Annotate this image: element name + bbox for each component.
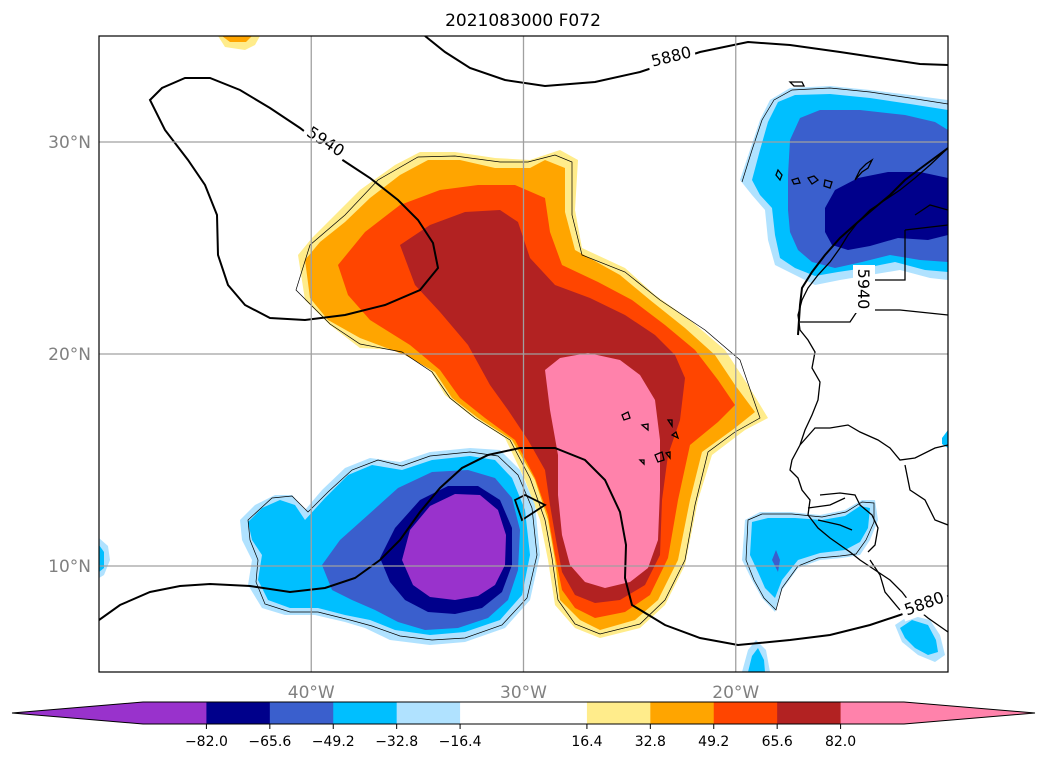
contour-5880-south	[99, 447, 948, 647]
colorbar-extend-under	[12, 702, 143, 724]
lon-tick-label: 20°W	[712, 683, 759, 703]
axis-ticks: 40°W 30°W 20°W 30°N 20°N 10°N	[48, 133, 759, 703]
cape-verde-islands	[621, 411, 680, 466]
fill-level-neg33	[942, 430, 948, 448]
map-frame	[98, 35, 949, 673]
colorbar-tick-label: 82.0	[825, 734, 856, 750]
colorbar-segment	[143, 702, 207, 724]
lat-tick-label: 10°N	[48, 557, 91, 577]
colorbar-segment	[206, 702, 271, 724]
colorbar-tick-label: −65.6	[248, 734, 291, 750]
fill-level-neg33	[900, 620, 938, 655]
colorbar-segment	[269, 702, 334, 724]
contour-outline	[745, 501, 875, 611]
map-content: 5880 5940 5940 5880	[99, 36, 948, 672]
colorbar-tick-label: 16.4	[571, 734, 602, 750]
fill-level-neg66	[825, 172, 948, 250]
colorbar-segment	[777, 702, 842, 724]
fill-level-neg33	[99, 545, 104, 572]
fill-level-neg82	[402, 494, 506, 600]
colorbar-tick-label: 49.2	[698, 734, 729, 750]
fill-level-neg33	[748, 648, 765, 672]
africa-coastline	[789, 147, 948, 633]
colorbar-tick-label: −49.2	[312, 734, 355, 750]
lon-tick-label: 40°W	[288, 683, 335, 703]
lat-tick-label: 20°N	[48, 345, 91, 365]
colorbar-tick-label: 32.8	[635, 734, 666, 750]
contour-5940-small	[513, 493, 547, 522]
lat-tick-label: 30°N	[48, 133, 91, 153]
colorbar-segment	[460, 702, 588, 724]
fill-level-33	[222, 36, 252, 42]
colorbar-segment	[396, 702, 461, 724]
colorbar-extend-over	[904, 702, 1035, 724]
contour-label-bg	[645, 39, 697, 73]
positive-anomaly-region	[218, 36, 768, 638]
fill-level-82	[545, 353, 660, 588]
contour-label-5940-east: 5940	[854, 269, 873, 310]
colorbar-outline	[11, 701, 1036, 725]
lon-tick-label: 30°W	[500, 683, 547, 703]
colorbar-tick-label: −82.0	[185, 734, 228, 750]
colorbar-tick-label: 65.6	[762, 734, 793, 750]
chart-title: 2021083000 F072	[445, 11, 601, 31]
colorbar-segment	[713, 702, 778, 724]
colorbar: −82.0 −65.6 −49.2 −32.8 −16.4 16.4 32.8 49.2 65.…	[11, 701, 1036, 750]
colorbar-tick-label: −32.8	[375, 734, 418, 750]
contour-label-bg	[897, 584, 948, 622]
gridlines	[99, 36, 948, 672]
colorbar-segment	[650, 702, 715, 724]
contour-label-bg	[299, 118, 353, 164]
colorbar-segment	[840, 702, 905, 724]
contour-outline	[295, 154, 761, 635]
contour-5940-east	[797, 147, 948, 336]
fill-level-neg33	[750, 506, 870, 598]
negative-anomaly-region-northeast	[740, 86, 948, 672]
contour-5940-west	[148, 77, 440, 322]
contour-outline	[741, 87, 948, 183]
contour-label-bg	[853, 265, 875, 313]
colorbar-tick-label: −16.4	[439, 734, 482, 750]
colorbar-segment	[333, 702, 398, 724]
contour-outline	[247, 451, 538, 641]
negative-anomaly-region-southwest	[99, 448, 540, 645]
colorbar-segment	[586, 702, 651, 724]
canary-islands	[775, 81, 874, 189]
